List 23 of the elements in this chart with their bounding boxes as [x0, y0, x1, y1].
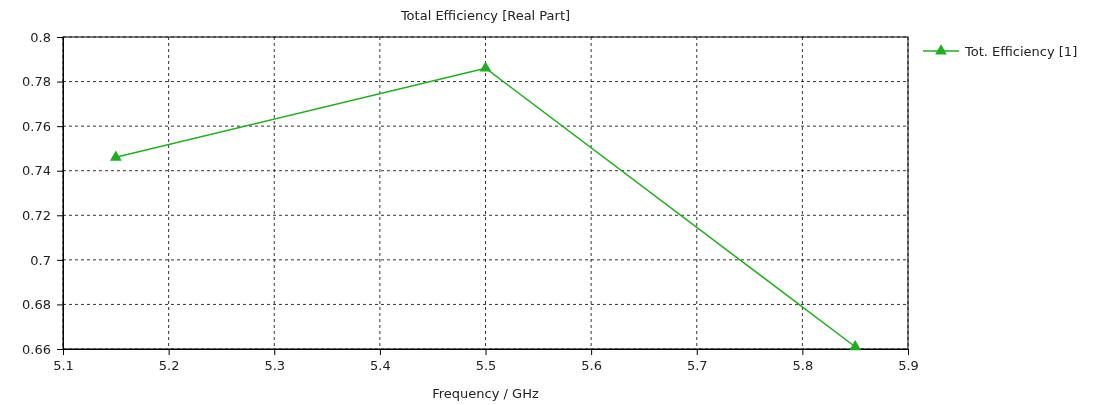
x-tick-label: 5.5 — [475, 358, 497, 374]
y-tick-label: 0.68 — [22, 297, 51, 313]
y-tick-label: 0.76 — [22, 118, 51, 134]
x-axis-title: Frequency / GHz — [432, 386, 539, 401]
y-tick-label: 0.8 — [30, 29, 51, 45]
y-tick-label: 0.78 — [22, 74, 51, 90]
point — [109, 150, 122, 161]
x-tick-label: 5.2 — [158, 358, 180, 374]
y-tick-label: 0.74 — [22, 163, 51, 179]
x-tick-label: 5.6 — [581, 358, 602, 374]
x-tick-label: 5.4 — [370, 358, 391, 374]
y-tick-label: 0.72 — [22, 207, 51, 223]
x-tick-label: 5.3 — [264, 358, 286, 374]
y-tick-label: 0.7 — [30, 252, 51, 268]
x-tick-label: 5.9 — [898, 358, 919, 374]
x-tick-label: 5.8 — [792, 358, 814, 374]
legend-label: Tot. Efficiency [1] — [964, 43, 1078, 59]
x-tick-label: 5.7 — [686, 358, 708, 374]
x-tick-label: 5.1 — [53, 358, 74, 374]
point — [479, 61, 492, 72]
chart-title: Total Efficiency [Real Part] — [399, 8, 571, 23]
point — [849, 339, 862, 351]
y-tick-label: 0.66 — [22, 341, 51, 357]
